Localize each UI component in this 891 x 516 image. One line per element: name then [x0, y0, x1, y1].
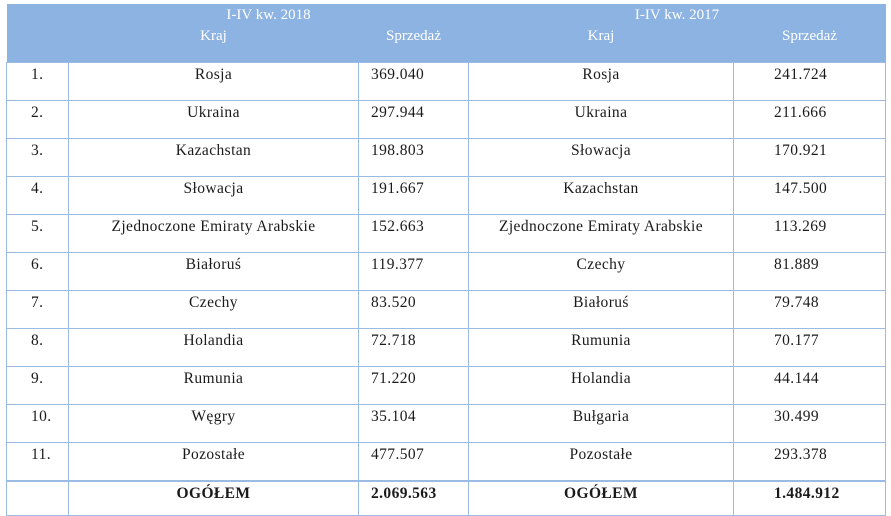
country-2018: Słowacja — [68, 176, 359, 215]
country-2017: Słowacja — [468, 138, 734, 177]
row-number: 1. — [6, 62, 69, 101]
sales-2018: 369.040 — [358, 62, 469, 101]
country-2018: Rumunia — [68, 366, 359, 405]
table-header: I-IV kw. 2018 I-IV kw. 2017 Kraj Sprzeda… — [6, 4, 886, 63]
sales-2017: 79.748 — [733, 290, 886, 329]
column-header-row: Kraj Sprzedaż Kraj Sprzedaż — [6, 26, 886, 63]
country-2017: Rumunia — [468, 328, 734, 367]
sales-2017: 211.666 — [733, 100, 886, 139]
sales-2017: 70.177 — [733, 328, 886, 367]
sales-2017: 170.921 — [733, 138, 886, 177]
row-number: 9. — [6, 366, 69, 405]
sales-2017: 81.889 — [733, 252, 886, 291]
sales-2017: 44.144 — [733, 366, 886, 405]
sales-2017: 113.269 — [733, 214, 886, 253]
total-sum-2018: 2.069.563 — [358, 480, 469, 516]
table-row: 6. Białoruś 119.377 Czechy 81.889 — [6, 252, 886, 291]
country-2017: Czechy — [468, 252, 734, 291]
country-2017: Holandia — [468, 366, 734, 405]
row-number: 2. — [6, 100, 69, 139]
sales-2017: 293.378 — [733, 442, 886, 482]
table-body: 1. Rosja 369.040 Rosja 241.724 2. Ukraina 297.9… — [6, 62, 886, 482]
row-number: 10. — [6, 404, 69, 443]
table-footer: OGÓŁEM 2.069.563 OGÓŁEM 1.484.912 — [6, 480, 886, 516]
country-2018: Zjednoczone Emiraty Arabskie — [68, 214, 359, 253]
row-number: 3. — [6, 138, 69, 177]
country-2018: Kazachstan — [68, 138, 359, 177]
sales-by-country-table: I-IV kw. 2018 I-IV kw. 2017 Kraj Sprzeda… — [6, 4, 886, 516]
row-number: 5. — [6, 214, 69, 253]
country-2017: Bułgaria — [468, 404, 734, 443]
row-number: 7. — [6, 290, 69, 329]
sales-2018: 35.104 — [358, 404, 469, 443]
country-2018: Rosja — [68, 62, 359, 101]
row-number: 11. — [6, 442, 69, 482]
header-blank-cell — [6, 4, 69, 26]
col-country-2018-header: Kraj — [68, 26, 359, 63]
sales-2018: 72.718 — [358, 328, 469, 367]
table-row: 4. Słowacja 191.667 Kazachstan 147.500 — [6, 176, 886, 215]
table-row: 8. Holandia 72.718 Rumunia 70.177 — [6, 328, 886, 367]
country-2017: Ukraina — [468, 100, 734, 139]
total-sum-2017: 1.484.912 — [733, 480, 886, 516]
sales-2018: 477.507 — [358, 442, 469, 482]
col-country-2017-header: Kraj — [468, 26, 734, 63]
row-number: 4. — [6, 176, 69, 215]
sales-2018: 119.377 — [358, 252, 469, 291]
table-row: 7. Czechy 83.520 Białoruś 79.748 — [6, 290, 886, 329]
total-label-2018: OGÓŁEM — [68, 480, 359, 516]
sales-2017: 241.724 — [733, 62, 886, 101]
col-sales-2017-header: Sprzedaż — [733, 26, 886, 63]
table-row: 11. Pozostałe 477.507 Pozostałe 293.378 — [6, 442, 886, 482]
sales-2018: 83.520 — [358, 290, 469, 329]
table-row: 9. Rumunia 71.220 Holandia 44.144 — [6, 366, 886, 405]
period-2017-header: I-IV kw. 2017 — [468, 4, 886, 26]
sales-table-container: I-IV kw. 2018 I-IV kw. 2017 Kraj Sprzeda… — [6, 4, 886, 516]
total-blank-cell — [6, 480, 69, 516]
country-2018: Białoruś — [68, 252, 359, 291]
sales-2017: 30.499 — [733, 404, 886, 443]
sales-2018: 152.663 — [358, 214, 469, 253]
table-row: 1. Rosja 369.040 Rosja 241.724 — [6, 62, 886, 101]
country-2017: Pozostałe — [468, 442, 734, 482]
row-number: 8. — [6, 328, 69, 367]
country-2017: Białoruś — [468, 290, 734, 329]
country-2018: Czechy — [68, 290, 359, 329]
table-row: 5. Zjednoczone Emiraty Arabskie 152.663 Zje… — [6, 214, 886, 253]
country-2018: Węgry — [68, 404, 359, 443]
table-row: 10. Węgry 35.104 Bułgaria 30.499 — [6, 404, 886, 443]
table-row: 2. Ukraina 297.944 Ukraina 211.666 — [6, 100, 886, 139]
sales-2018: 297.944 — [358, 100, 469, 139]
country-2017: Zjednoczone Emiraty Arabskie — [468, 214, 734, 253]
sales-2017: 147.500 — [733, 176, 886, 215]
total-row: OGÓŁEM 2.069.563 OGÓŁEM 1.484.912 — [6, 480, 886, 516]
sales-2018: 198.803 — [358, 138, 469, 177]
header-blank-cell — [6, 26, 69, 63]
country-2018: Ukraina — [68, 100, 359, 139]
sales-2018: 71.220 — [358, 366, 469, 405]
period-header-row: I-IV kw. 2018 I-IV kw. 2017 — [6, 4, 886, 26]
col-sales-2018-header: Sprzedaż — [358, 26, 469, 63]
country-2017: Kazachstan — [468, 176, 734, 215]
period-2018-header: I-IV kw. 2018 — [68, 4, 469, 26]
row-number: 6. — [6, 252, 69, 291]
total-label-2017: OGÓŁEM — [468, 480, 734, 516]
country-2018: Holandia — [68, 328, 359, 367]
table-row: 3. Kazachstan 198.803 Słowacja 170.921 — [6, 138, 886, 177]
country-2017: Rosja — [468, 62, 734, 101]
country-2018: Pozostałe — [68, 442, 359, 482]
sales-2018: 191.667 — [358, 176, 469, 215]
